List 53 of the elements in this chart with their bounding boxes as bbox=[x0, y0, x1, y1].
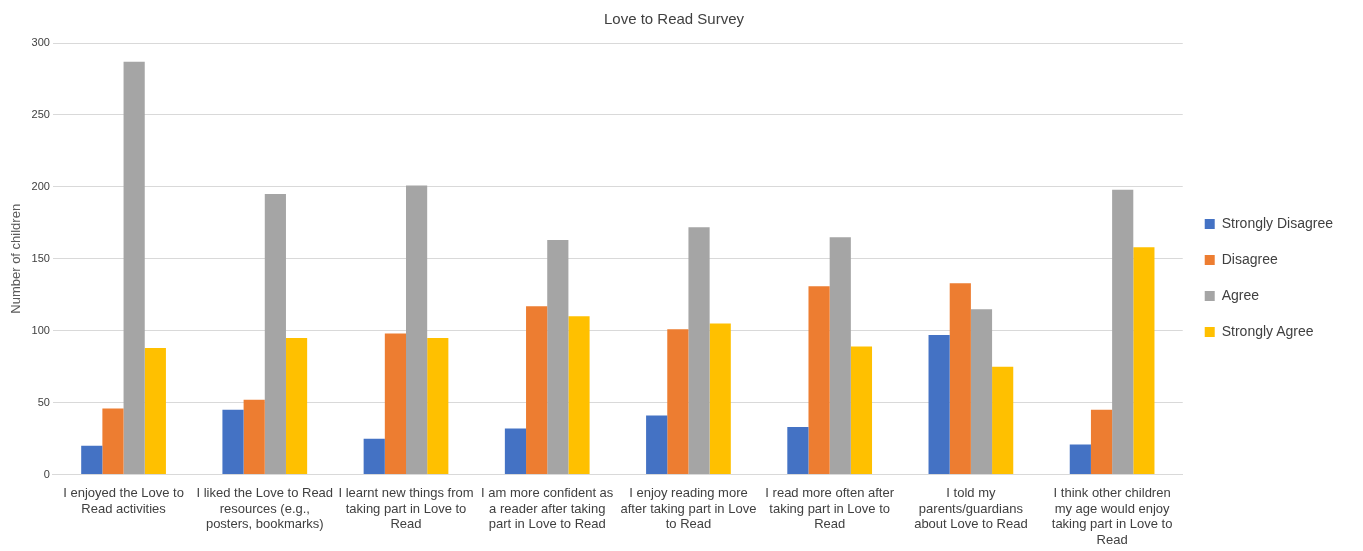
y-tick-label: 250 bbox=[31, 107, 50, 120]
bar bbox=[285, 337, 308, 475]
bar bbox=[829, 237, 851, 475]
x-tick-label: I told my parents/guardians about Love to Read bbox=[914, 484, 1028, 532]
bar bbox=[504, 428, 527, 475]
y-tick-label: 100 bbox=[31, 323, 50, 336]
bar bbox=[264, 194, 286, 475]
bar bbox=[1069, 444, 1091, 475]
bar bbox=[568, 316, 590, 475]
bar bbox=[646, 415, 668, 475]
x-tick-label: I learnt new things from taking part in Love to Read bbox=[338, 484, 474, 532]
y-tick-label: 300 bbox=[31, 36, 50, 49]
x-tick-label: I enjoy reading more after taking part in Love to Read bbox=[620, 484, 757, 532]
x-tick-label: I read more often after taking part in Love to Read bbox=[765, 484, 895, 532]
bar bbox=[123, 61, 145, 475]
legend-label: Strongly Disagree bbox=[1221, 214, 1334, 231]
bar bbox=[526, 306, 548, 475]
bar bbox=[1090, 409, 1113, 475]
x-tick-label: I liked the Love to Read resources (e.g., posters, bookmarks) bbox=[196, 484, 334, 532]
bar bbox=[363, 438, 385, 475]
bar bbox=[949, 283, 971, 475]
legend-label: Disagree bbox=[1221, 250, 1278, 267]
bar bbox=[667, 329, 689, 475]
bar bbox=[427, 337, 449, 475]
bar bbox=[992, 366, 1014, 475]
bar bbox=[688, 227, 710, 475]
bar bbox=[1112, 189, 1134, 475]
y-tick-label: 200 bbox=[31, 179, 50, 192]
bar bbox=[970, 309, 993, 475]
y-tick-label: 150 bbox=[31, 251, 50, 264]
bar bbox=[243, 399, 265, 475]
bar bbox=[850, 346, 873, 475]
bar bbox=[406, 185, 428, 475]
bar bbox=[787, 427, 809, 475]
bar bbox=[808, 286, 830, 475]
bar bbox=[709, 323, 731, 475]
bar bbox=[384, 333, 407, 475]
chart-title: Love to Read Survey bbox=[603, 10, 745, 28]
x-tick-label: I think other children my age would enjoy taking part in Love to Read bbox=[1051, 484, 1173, 547]
bar bbox=[102, 408, 124, 475]
legend-label: Strongly Agree bbox=[1221, 322, 1314, 339]
bar bbox=[928, 335, 950, 475]
y-axis-title: Number of children bbox=[8, 203, 24, 314]
x-tick-label: I am more confident as a reader after taking part in Love to Read bbox=[481, 484, 614, 532]
y-tick-label: 0 bbox=[43, 467, 50, 480]
bar bbox=[81, 445, 103, 475]
legend-label: Agree bbox=[1221, 286, 1260, 303]
bar bbox=[144, 348, 166, 475]
bar bbox=[222, 409, 244, 475]
bar bbox=[547, 240, 569, 475]
x-tick-label: I enjoyed the Love to Read activities bbox=[63, 484, 184, 516]
y-tick-label: 50 bbox=[37, 395, 50, 408]
bar bbox=[1133, 247, 1155, 475]
